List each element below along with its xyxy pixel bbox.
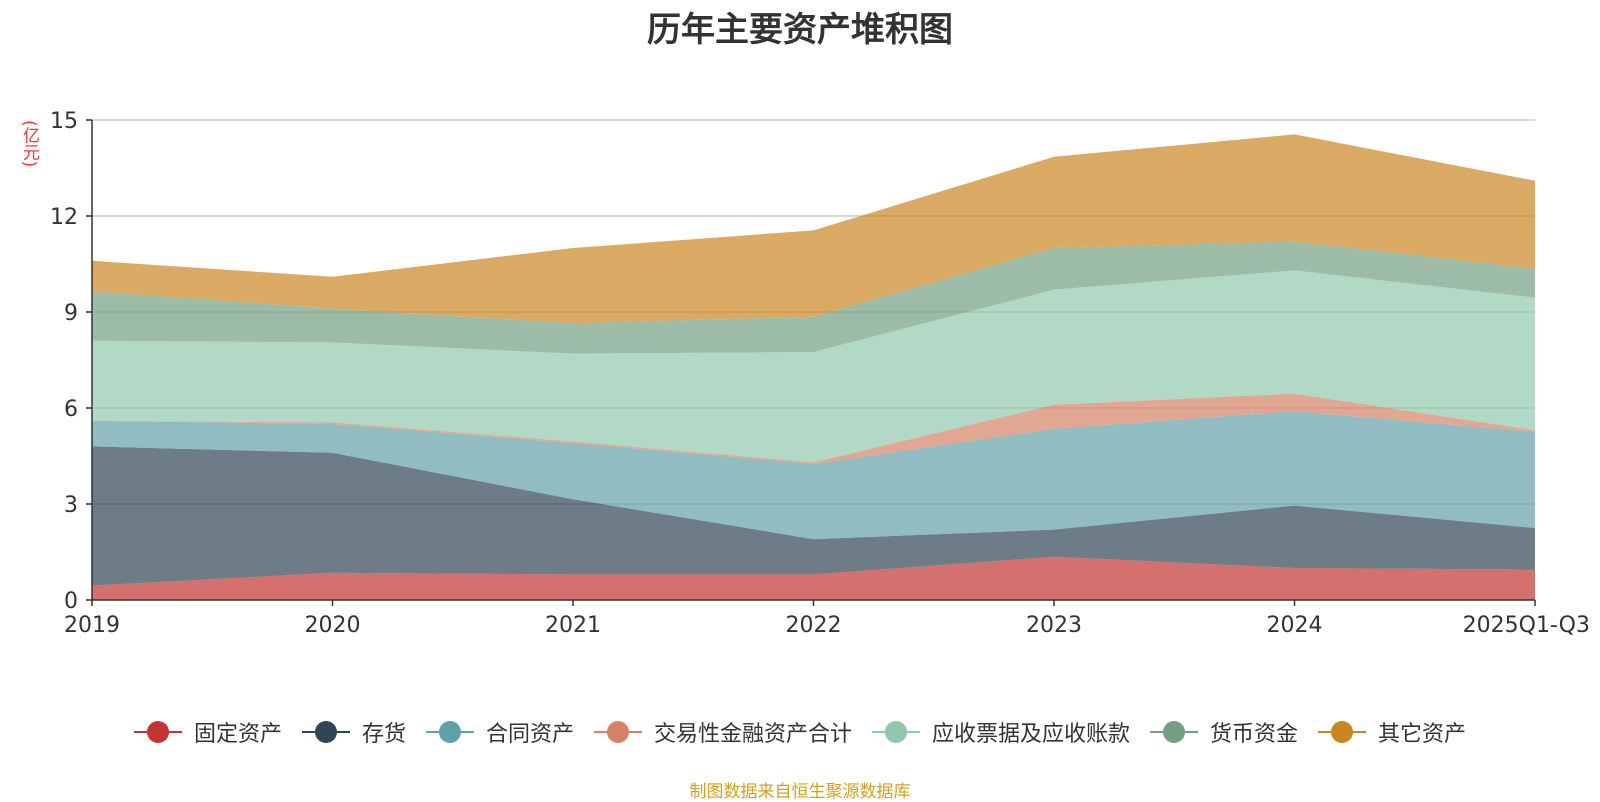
y-tick-label-0: 0 <box>64 589 78 614</box>
legend-marker-icon <box>133 720 182 744</box>
legend-item-6[interactable]: 其它资产 <box>1318 716 1466 748</box>
legend-item-2[interactable]: 合同资产 <box>425 716 574 748</box>
legend: 固定资产 存货 合同资产 交易性金融资产合计 应收票据及应收账款 货币资金 其它资产 <box>0 716 1600 748</box>
legend-marker-icon <box>1150 720 1199 744</box>
axes: 0 3 6 9 12 15 2019 2020 2021 2022 2023 2024 2025Q1-Q… <box>50 109 1590 638</box>
legend-label: 固定资产 <box>193 722 282 747</box>
legend-marker-icon <box>1318 720 1367 744</box>
x-tick-label-0: 2019 <box>64 613 120 638</box>
area-series-0 <box>92 556 1535 600</box>
legend-marker-icon <box>593 720 642 744</box>
legend-marker-icon <box>872 720 920 744</box>
legend-item-4[interactable]: 应收票据及应收账款 <box>872 716 1130 748</box>
area-series-5 <box>92 241 1535 354</box>
legend-marker-icon <box>301 720 350 744</box>
y-axis-unit-label: (亿元) <box>19 120 39 168</box>
y-tick-label-5: 15 <box>50 109 78 134</box>
legend-label: 其它资产 <box>1378 722 1467 747</box>
area-series-4 <box>92 270 1535 463</box>
legend-marker-icon <box>425 720 474 744</box>
legend-label: 应收票据及应收账款 <box>932 722 1131 747</box>
x-tick-label-6: 2025Q1-Q3 <box>1463 613 1590 638</box>
area-series-1 <box>92 446 1535 586</box>
legend-label: 货币资金 <box>1210 722 1299 747</box>
legend-item-1[interactable]: 存货 <box>301 716 406 748</box>
legend-item-3[interactable]: 交易性金融资产合计 <box>593 716 852 748</box>
y-tick-label-1: 3 <box>64 493 78 518</box>
source-note: 制图数据来自恒生聚源数据库 <box>689 782 911 802</box>
x-tick-label-4: 2023 <box>1026 613 1082 638</box>
legend-item-5[interactable]: 货币资金 <box>1150 716 1298 748</box>
area-series <box>92 134 1535 600</box>
area-series-2 <box>92 411 1535 540</box>
legend-label: 存货 <box>361 722 406 747</box>
legend-item-0[interactable]: 固定资产 <box>133 716 282 748</box>
area-series-6 <box>92 134 1535 324</box>
legend-label: 交易性金融资产合计 <box>653 722 852 747</box>
y-tick-label-4: 12 <box>50 205 78 230</box>
y-tick-label-3: 9 <box>64 301 78 326</box>
chart-title: 历年主要资产堆积图 <box>647 10 953 50</box>
x-tick-label-2: 2021 <box>545 613 601 638</box>
x-tick-label-3: 2022 <box>786 613 842 638</box>
y-tick-label-2: 6 <box>64 397 78 422</box>
x-tick-label-5: 2024 <box>1267 613 1323 638</box>
area-series-3 <box>92 393 1535 464</box>
x-tick-label-1: 2020 <box>305 613 361 638</box>
legend-label: 合同资产 <box>485 722 574 747</box>
